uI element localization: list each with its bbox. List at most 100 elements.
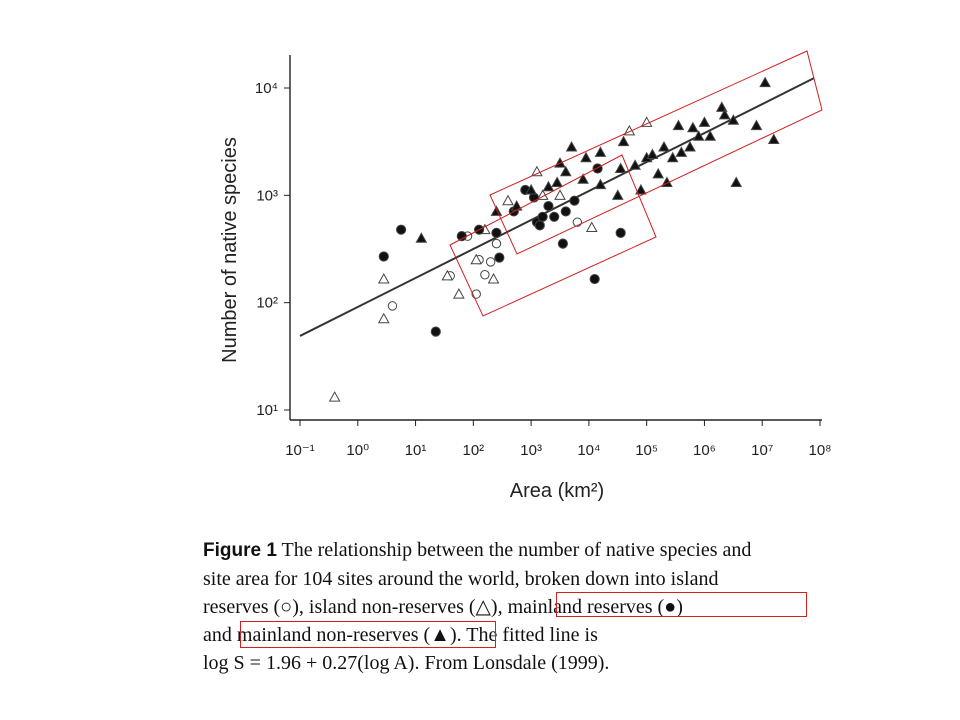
mainland-non-reserve-point	[490, 205, 503, 216]
mainland-non-reserve-point	[611, 189, 624, 200]
caption-highlight-mainland-non-reserves	[240, 621, 496, 648]
mainland-non-reserve-point	[767, 133, 780, 145]
island-non-reserve-point	[554, 189, 566, 200]
mainland-reserve-point	[549, 211, 560, 222]
mainland-non-reserve-point	[715, 101, 728, 112]
data-points	[328, 76, 780, 402]
mainland-non-reserve-point	[580, 151, 592, 163]
mainland-non-reserve-point	[698, 116, 711, 127]
mainland-non-reserve-point	[646, 148, 659, 160]
mainland-reserve-point	[430, 326, 441, 337]
mainland-non-reserve-point	[692, 130, 705, 141]
fitted-line-group	[299, 77, 815, 337]
mainland-reserve-point	[592, 163, 603, 174]
mainland-non-reserve-point	[551, 176, 563, 187]
figure-label: Figure 1	[203, 540, 277, 561]
x-tick-label: 10¹	[405, 442, 427, 459]
island-reserve-point	[387, 301, 398, 311]
mainland-reserve-point	[494, 252, 505, 263]
mainland-non-reserve-point	[525, 183, 537, 195]
island-non-reserve-point	[377, 273, 390, 284]
island-non-reserve-point	[585, 221, 598, 233]
caption-text-4c: The fitted line is	[466, 624, 598, 646]
fitted-line	[299, 77, 815, 337]
island-reserve-point	[480, 270, 490, 280]
mainland-non-reserve-point	[704, 130, 717, 141]
mainland-non-reserve-point	[718, 108, 731, 120]
caption-line-1: Figure 1 The relationship between the nu…	[203, 536, 863, 565]
mainland-non-reserve-point	[635, 183, 647, 195]
caption-text-3b: mainland reserves (●)	[507, 596, 683, 618]
mainland-non-reserve-point	[554, 157, 566, 168]
mainland-non-reserve-point	[687, 121, 699, 133]
mainland-non-reserve-point	[617, 135, 630, 147]
island-non-reserve-point	[470, 253, 483, 265]
mainland-non-reserve-point	[675, 146, 688, 157]
mainland-non-reserve-point	[727, 114, 740, 125]
caption-text-5: log S = 1.96 + 0.27(log A). From Lonsdal…	[203, 652, 610, 674]
island-non-reserve-point	[502, 194, 514, 206]
figure-caption: Figure 1 The relationship between the nu…	[203, 536, 863, 677]
ticks: 10⁻¹ 10⁰ 10¹ 10² 10³ 10⁴ 10⁵ 10⁶ 10⁷ 10⁸ 10¹ 10² 10³…	[255, 80, 832, 459]
mainland-non-reserve-point	[415, 232, 428, 243]
mainland-reserve-point	[569, 195, 580, 206]
x-tick-label: 10⁵	[635, 442, 658, 459]
x-tick-label: 10⁴	[577, 442, 600, 459]
caption-line-3: reserves (○), island non-reserves (△), m…	[203, 593, 863, 621]
mainland-non-reserve-point	[559, 165, 572, 177]
island-non-reserve-point	[453, 288, 465, 299]
y-tick-label: 10³	[256, 187, 278, 204]
island-reserve-point	[491, 238, 502, 249]
island-non-reserve-point	[377, 312, 390, 324]
mainland-reserve-point	[615, 227, 626, 238]
mainland-reserve-point	[396, 224, 407, 235]
mainland-non-reserve-point	[594, 178, 607, 190]
x-tick-label: 10²	[462, 442, 484, 459]
highlight-box-mainland-reserves	[449, 154, 657, 317]
mainland-non-reserve-point	[658, 141, 670, 152]
mainland-reserve-point	[534, 220, 545, 231]
island-non-reserve-point	[487, 273, 500, 284]
highlight-box-mainland-non-reserves	[489, 50, 823, 255]
mainland-non-reserve-point	[614, 162, 627, 173]
scatter-chart: 10⁻¹ 10⁰ 10¹ 10² 10³ 10⁴ 10⁵ 10⁶ 10⁷ 10⁸ 10¹ 10² 10³…	[219, 50, 832, 502]
island-non-reserve-point	[441, 269, 454, 281]
caption-text-4a: and	[203, 624, 232, 646]
mainland-reserve-point	[543, 200, 554, 212]
caption-text-1: The relationship between the number of n…	[281, 539, 752, 561]
mainland-non-reserve-point	[684, 141, 696, 152]
mainland-reserve-point	[537, 211, 548, 222]
y-tick-label: 10⁴	[255, 80, 278, 97]
caption-text-3a: reserves (○), island non-reserves (△),	[203, 596, 503, 618]
mainland-non-reserve-point	[730, 176, 743, 187]
mainland-reserve-point	[491, 227, 502, 238]
y-tick-label: 10²	[256, 295, 278, 312]
caption-highlight-mainland-reserves	[556, 592, 807, 617]
x-tick-label: 10⁶	[693, 442, 716, 459]
caption-line-2: site area for 104 sites around the world…	[203, 565, 863, 593]
mainland-non-reserve-point	[652, 167, 665, 179]
island-non-reserve-point	[531, 165, 543, 177]
mainland-non-reserve-point	[750, 119, 763, 131]
mainland-reserve-point	[560, 206, 571, 217]
caption-text-2: site area for 104 sites around the world…	[203, 568, 719, 590]
x-tick-label: 10⁷	[751, 442, 773, 459]
mainland-reserve-point	[378, 251, 389, 262]
caption-line-4: and mainland non-reserves (▲). The fitte…	[203, 621, 863, 649]
x-tick-label: 10⁸	[808, 442, 831, 459]
x-tick-label: 10⁻¹	[285, 442, 315, 459]
caption-text-4b: mainland non-reserves (▲).	[236, 624, 462, 646]
mainland-non-reserve-point	[666, 151, 679, 163]
x-tick-label: 10³	[520, 442, 542, 459]
x-tick-label: 10⁰	[346, 442, 369, 459]
mainland-non-reserve-point	[577, 173, 589, 184]
mainland-reserve-point	[589, 273, 600, 285]
mainland-non-reserve-point	[594, 146, 607, 157]
island-non-reserve-point	[640, 116, 653, 127]
island-reserve-point	[485, 257, 496, 267]
x-axis-title: Area (km²)	[510, 480, 604, 502]
mainland-non-reserve-point	[629, 159, 641, 170]
mainland-non-reserve-point	[759, 76, 771, 88]
y-axis-title: Number of native species	[219, 137, 241, 363]
axes	[289, 55, 822, 421]
